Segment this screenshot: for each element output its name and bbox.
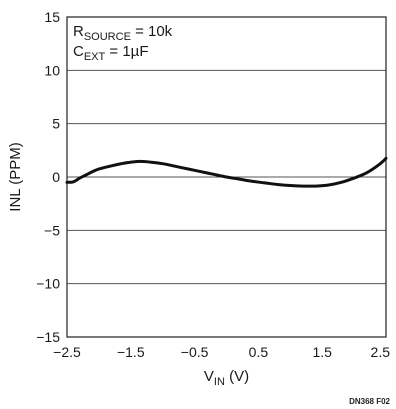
- annotation-cext-sub: EXT: [84, 51, 106, 63]
- y-tick-labels: −15 −10 −5 0 5 10 15: [36, 9, 60, 345]
- x-tick-label: 2.5: [371, 344, 391, 360]
- annotation-rsource-main: R: [73, 23, 84, 40]
- x-axis-label-main: V: [204, 368, 214, 385]
- x-tick-label: −2.5: [53, 344, 81, 360]
- inl-curve: [65, 156, 388, 188]
- y-tick-label: 0: [52, 169, 60, 185]
- y-tick-label: 5: [52, 116, 60, 132]
- x-tick-label: 0.5: [249, 344, 269, 360]
- y-tick-label: −5: [44, 222, 60, 238]
- y-tick-label: −10: [36, 276, 60, 292]
- annotation-cext-main: C: [73, 43, 84, 60]
- annotation-rsource-sub: SOURCE: [84, 31, 131, 43]
- x-tick-label: −0.5: [181, 344, 209, 360]
- annotation-rsource-rest: = 10k: [131, 23, 173, 40]
- x-axis-label-unit: (V): [225, 368, 249, 385]
- y-tick-label: −15: [36, 329, 60, 345]
- x-axis-label: VIN (V): [204, 368, 249, 388]
- x-tick-labels: −2.5 −1.5 −0.5 0.5 1.5 2.5: [53, 344, 390, 360]
- x-tick-label: −1.5: [117, 344, 145, 360]
- figure-id: DN368 F02: [349, 397, 390, 406]
- y-tick-label: 15: [44, 9, 60, 25]
- annotation-cext-rest: = 1µF: [105, 43, 148, 60]
- y-axis-label: INL (PPM): [7, 142, 24, 211]
- x-axis-label-sub: IN: [214, 376, 225, 388]
- annotation-rsource: RSOURCE = 10k: [73, 23, 173, 43]
- plot-frame: [66, 16, 387, 338]
- y-tick-label: 10: [44, 62, 60, 78]
- annotation-cext: CEXT = 1µF: [73, 43, 149, 63]
- x-tick-label: 1.5: [312, 344, 332, 360]
